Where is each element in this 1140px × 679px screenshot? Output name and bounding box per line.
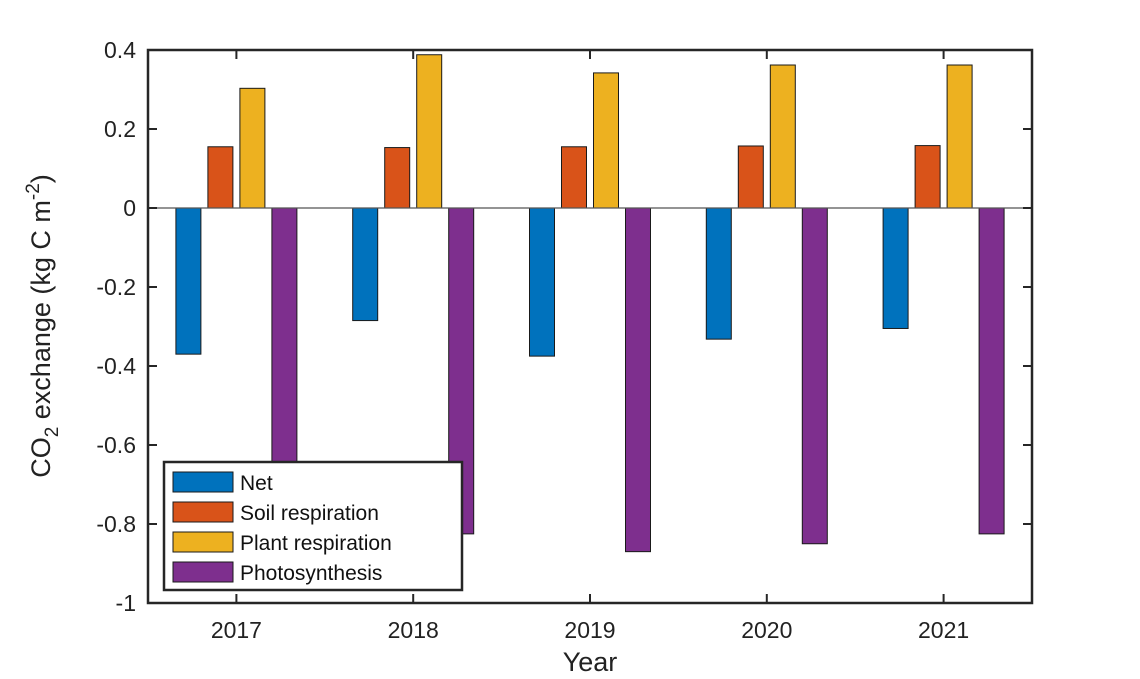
bars-group [175,54,1005,553]
y-axis-label-subscript: 2 [42,427,63,438]
bar-2017-plant-respiration [239,87,266,209]
bar-2018-net [352,207,379,322]
bar-2017-photosynthesis [271,207,298,472]
bar-2021-soil-respiration [914,145,941,209]
bar-2021-plant-respiration [946,64,973,209]
bar-2021-photosynthesis [978,207,1005,535]
x-tick-label: 2019 [564,617,615,643]
y-axis-label-superscript: -2 [23,183,44,200]
bar-2018-soil-respiration [384,147,411,209]
y-tick-label: 0.4 [104,37,136,63]
legend-label: Photosynthesis [240,562,382,585]
legend-swatch-photosynthesis [172,561,234,583]
bar-2019-photosynthesis [625,207,651,553]
legend-swatch-soil-respiration [172,501,234,523]
y-axis-label-main: CO [26,437,56,478]
y-tick-label: -1 [116,590,136,616]
y-ticks-group: 0.4 0.2 0 -0.2 -0.4 -0.6 -0.8 -1 [96,37,1032,616]
bar-2017-soil-respiration [207,146,234,209]
x-ticks-group: 2017 2018 2019 2020 2021 [211,50,969,643]
bar-2019-net [529,207,555,357]
bar-2019-plant-respiration [593,72,619,209]
bar-2021-net [882,207,909,329]
y-tick-label: -0.4 [96,353,136,379]
y-axis-label: CO2 exchange (kg C m-2) [23,174,63,478]
x-tick-label: 2018 [388,617,439,643]
legend-swatch-net [172,471,234,493]
legend: Net Soil respiration Plant respiration Phot… [162,460,464,592]
y-tick-label: 0 [123,195,136,221]
bar-2020-photosynthesis [801,207,828,545]
legend-swatch-plant-respiration [172,531,234,553]
bar-2020-net [705,207,732,340]
y-tick-label: -0.8 [96,511,136,537]
x-tick-label: 2017 [211,617,262,643]
y-axis-label-middle: exchange (kg C m [26,200,56,427]
bar-2020-plant-respiration [769,64,796,209]
bar-2020-soil-respiration [737,145,764,209]
x-tick-label: 2020 [741,617,792,643]
legend-label: Net [240,472,273,495]
bar-2018-plant-respiration [416,54,443,209]
legend-label: Plant respiration [240,532,392,555]
legend-label: Soil respiration [240,502,379,525]
y-tick-label: -0.6 [96,432,136,458]
x-tick-label: 2021 [918,617,969,643]
bar-2017-net [175,207,202,355]
y-axis-label-end: ) [26,174,56,183]
bar-2019-soil-respiration [561,146,587,209]
y-tick-label: 0.2 [104,116,136,142]
y-tick-label: -0.2 [96,274,136,300]
x-axis-label: Year [563,647,618,677]
